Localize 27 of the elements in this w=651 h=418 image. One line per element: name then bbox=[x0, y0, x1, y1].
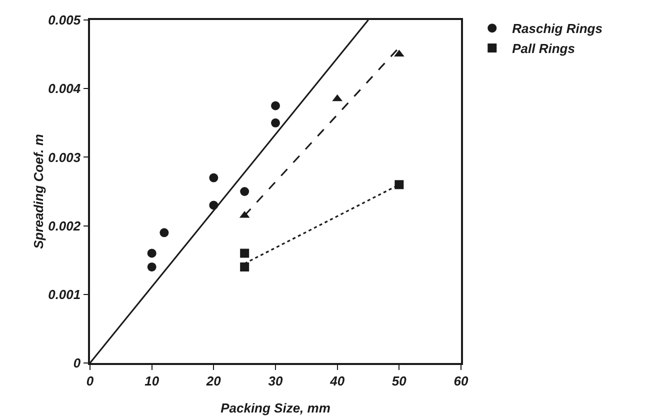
x-axis-title: Packing Size, mm bbox=[220, 400, 331, 416]
point bbox=[240, 262, 250, 272]
x-tick-label: 60 bbox=[454, 373, 469, 388]
x-tick-label: 40 bbox=[329, 373, 346, 388]
point bbox=[394, 180, 404, 190]
legend-label: Raschig Rings bbox=[512, 21, 602, 36]
point bbox=[271, 101, 280, 110]
y-tick-label: 0.002 bbox=[48, 218, 82, 234]
y-tick-label: 0 bbox=[73, 356, 82, 371]
point bbox=[147, 262, 156, 272]
legend-label: Pall Rings bbox=[512, 41, 575, 56]
x-tick-label: 20 bbox=[205, 373, 222, 388]
x-tick-label: 0 bbox=[86, 373, 94, 388]
point bbox=[209, 173, 218, 182]
point bbox=[271, 118, 280, 128]
x-tick-label: 30 bbox=[268, 373, 284, 388]
point bbox=[160, 228, 169, 238]
point bbox=[147, 248, 156, 258]
y-tick-label: 0.003 bbox=[48, 150, 82, 165]
point bbox=[240, 248, 250, 258]
x-tick-label: 10 bbox=[144, 373, 160, 388]
y-axis-title: Spreading Coef. m bbox=[31, 134, 46, 249]
y-tick-label: 0.005 bbox=[48, 12, 82, 28]
y-tick-label: 0.004 bbox=[48, 81, 82, 96]
x-tick-label: 50 bbox=[392, 373, 408, 388]
y-tick-label: 0.001 bbox=[48, 286, 81, 302]
point bbox=[240, 187, 250, 196]
